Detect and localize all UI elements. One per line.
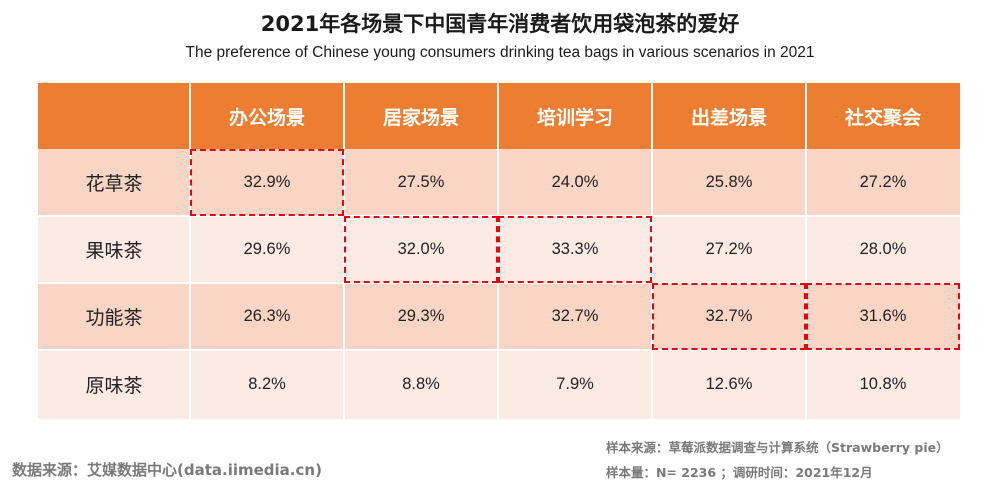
table-cell: 10.8% [859,375,907,393]
table-cell: 32.7% [705,307,753,325]
column-separator [805,83,807,419]
row-separator [38,282,960,284]
row-separator [38,349,960,351]
column-separator [343,83,345,419]
table-header-row: 办公场景 居家场景 培训学习 出差场景 社交聚会 [38,83,960,149]
table-cell: 25.8% [705,173,753,191]
table-cell: 27.2% [859,173,907,191]
table-cell: 32.9% [243,173,291,191]
sample-size: 样本量：N= 2236 ；调研时间：2021年12月 [606,465,873,480]
column-header: 社交聚会 [844,106,921,129]
table-cell: 12.6% [705,375,753,393]
row-label: 果味茶 [85,240,143,262]
chart-subtitle: The preference of Chinese young consumer… [185,44,815,61]
table-cell: 8.2% [248,375,286,393]
row-label: 功能茶 [85,307,143,329]
table-cell: 7.9% [556,375,594,393]
table-cell: 29.6% [243,240,291,258]
row-separator [38,215,960,217]
column-header: 居家场景 [382,106,459,129]
table-cell: 28.0% [859,240,907,258]
table-row: 功能茶 26.3% 29.3% 32.7% 32.7% 31.6% [38,283,960,350]
table-cell: 26.3% [243,307,291,325]
table-cell: 32.7% [551,307,599,325]
column-separator [497,83,499,419]
column-header: 出差场景 [690,106,767,129]
table-cell: 31.6% [859,307,907,325]
table-cell: 8.8% [402,375,440,393]
table-cell: 32.0% [397,240,445,258]
column-header: 培训学习 [536,106,613,129]
table-row: 果味茶 29.6% 32.0% 33.3% 27.2% 28.0% [38,216,960,283]
column-separator [189,83,191,419]
table-cell: 27.2% [705,240,753,258]
table-cell: 27.5% [397,173,445,191]
column-header: 办公场景 [228,106,305,129]
table-cell: 24.0% [551,173,599,191]
table-cell: 33.3% [551,240,599,258]
sample-source: 样本来源：草莓派数据调查与计算系统（Strawberry pie） [606,440,949,455]
table-row: 原味茶 8.2% 8.8% 7.9% 12.6% 10.8% [38,350,960,419]
chart-title: 2021年各场景下中国青年消费者饮用袋泡茶的爱好 [260,12,740,36]
table-row: 花草茶 32.9% 27.5% 24.0% 25.8% 27.2% [38,149,960,216]
column-separator [651,83,653,419]
data-source: 数据来源：艾媒数据中心(data.iimedia.cn) [12,461,322,479]
preference-table: 办公场景 居家场景 培训学习 出差场景 社交聚会花草茶 32.9% 27.5% 24.0% 25… [38,83,960,419]
row-label: 花草茶 [85,173,143,195]
row-label: 原味茶 [85,375,143,397]
table-cell: 29.3% [397,307,445,325]
